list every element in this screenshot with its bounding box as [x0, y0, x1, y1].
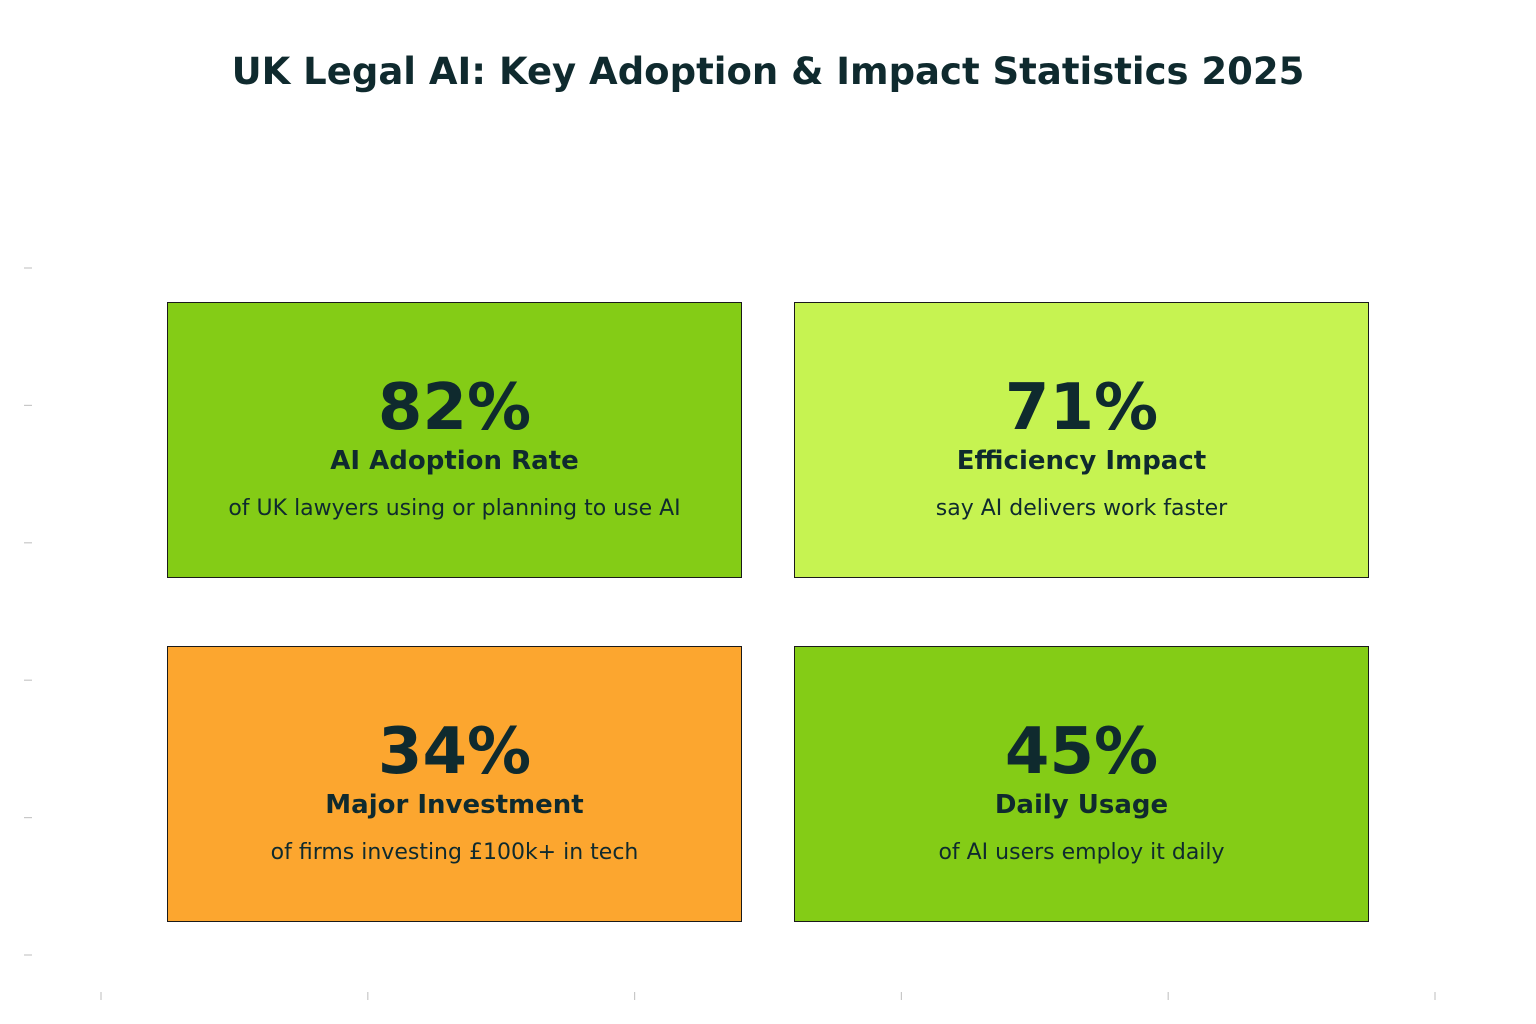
stat-card-investment: 34% Major Investment of firms investing … [167, 646, 742, 922]
stat-description: say AI delivers work faster [935, 496, 1228, 521]
y-tick-marks [24, 267, 32, 956]
stat-label: AI Adoption Rate [330, 446, 579, 476]
stat-label: Major Investment [325, 790, 584, 820]
chart-title: UK Legal AI: Key Adoption & Impact Stati… [231, 50, 1305, 93]
stat-label: Daily Usage [994, 790, 1169, 820]
stat-card-efficiency: 71% Efficiency Impact say AI delivers wo… [794, 302, 1369, 578]
stat-description: of UK lawyers using or planning to use A… [228, 496, 681, 521]
stat-description: of firms investing £100k+ in tech [270, 840, 639, 865]
stat-value: 45% [1004, 715, 1159, 789]
stat-card-daily-usage: 45% Daily Usage of AI users employ it da… [794, 646, 1369, 922]
stat-label: Efficiency Impact [956, 446, 1207, 476]
stat-value: 34% [377, 715, 532, 789]
stat-description: of AI users employ it daily [938, 840, 1225, 865]
x-tick-marks [100, 992, 1436, 1000]
stat-value: 82% [377, 371, 532, 445]
stat-card-adoption: 82% AI Adoption Rate of UK lawyers using… [167, 302, 742, 578]
stat-value: 71% [1004, 371, 1159, 445]
